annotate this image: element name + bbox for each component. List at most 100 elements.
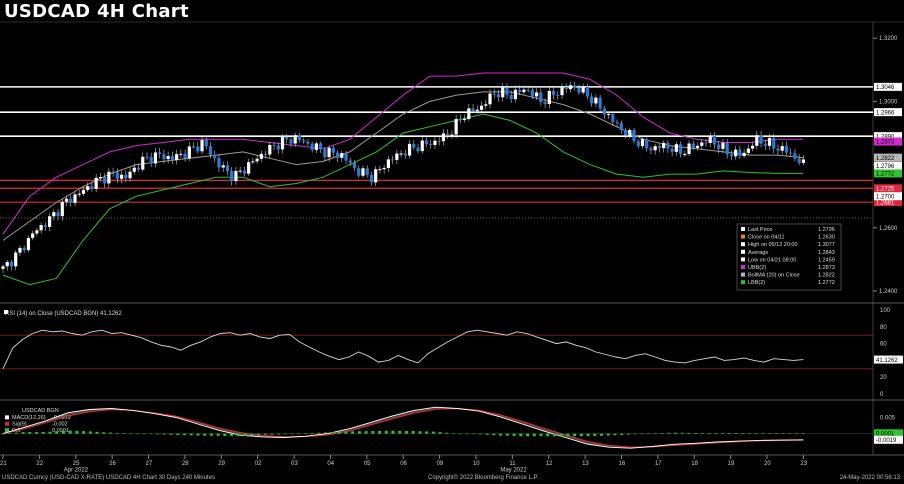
price-tick-label: 1.2400	[879, 289, 898, 295]
macd-histogram-bar	[600, 433, 604, 436]
macd-legend-swatch	[5, 421, 9, 426]
last-value-tag-label: 1.2822	[876, 156, 895, 162]
candle-body	[208, 146, 213, 155]
candle-body	[14, 252, 18, 267]
candle-body	[183, 153, 187, 159]
candle-body	[632, 129, 636, 142]
macd-histogram-bar	[653, 433, 657, 434]
legend-label: Low on 04/21 08:00	[748, 257, 796, 263]
macd-histogram-bar	[552, 433, 556, 437]
macd-histogram-bar	[344, 431, 348, 434]
macd-histogram-bar	[700, 433, 704, 434]
candle-body	[547, 90, 551, 105]
candle-body	[162, 154, 166, 160]
candle-body	[340, 153, 344, 158]
x-tick-label: 19	[728, 461, 735, 467]
macd-histogram-bar	[465, 433, 469, 435]
legend-label: LBB(2)	[748, 280, 765, 286]
macd-histogram-bar	[539, 433, 543, 437]
level-tag-box	[874, 198, 902, 207]
candle-body	[772, 138, 776, 149]
macd-histogram-bar	[492, 433, 496, 436]
candle-body	[551, 90, 556, 95]
candle-body	[94, 177, 98, 189]
level-tag-label: 1.2890	[876, 134, 895, 140]
candle-body	[721, 142, 725, 149]
macd-histogram-bar	[613, 433, 617, 436]
candle-body	[543, 102, 547, 105]
candle-body	[314, 143, 318, 150]
footer-security: USDCAD Curncy (USD-CAD X-RATE) USDCAD 4H…	[2, 475, 215, 481]
macd-histogram-bar	[620, 433, 624, 435]
macd-histogram-bar	[391, 430, 395, 434]
candle-body	[327, 147, 331, 158]
rsi-legend-swatch	[4, 310, 8, 314]
last-value-tag-label: 1.2796	[876, 164, 895, 170]
macd-histogram-bar	[55, 431, 59, 434]
legend-value: 1.2772	[818, 280, 835, 286]
macd-histogram-bar	[189, 433, 193, 436]
candle-body	[450, 134, 454, 136]
x-tick-label: 10	[473, 461, 480, 467]
candle-body	[513, 89, 518, 100]
legend-label: Close on 04/11	[748, 235, 785, 241]
candle-body	[784, 146, 789, 153]
candle-body	[187, 146, 191, 159]
candle-body	[598, 97, 602, 109]
candle-body	[382, 167, 386, 170]
candle-body	[619, 122, 623, 131]
footer-copyright: Copyright© 2022 Bloomberg Finance L.P.	[428, 475, 539, 481]
candle-body	[640, 139, 645, 147]
candle-body	[729, 154, 734, 157]
macd-histogram-bar	[142, 433, 146, 435]
candle-body	[501, 87, 505, 98]
candle-body	[585, 86, 590, 97]
macd-legend-label: MACD(12,26)	[12, 415, 46, 421]
candle-body	[797, 158, 801, 163]
last-value-tag-label: 1.2700	[876, 194, 895, 200]
candle-body	[103, 177, 107, 184]
candle-body	[255, 158, 259, 162]
macd-histogram-bar	[109, 432, 113, 434]
macd-histogram-bar	[230, 433, 234, 437]
candle-body	[56, 212, 60, 217]
macd-histogram-bar	[1, 433, 5, 435]
series-upper_band	[2, 72, 804, 235]
candle-body	[590, 96, 594, 104]
legend-label: BollMA (20) on Close	[748, 273, 800, 279]
macd-histogram-bar	[425, 431, 429, 434]
level-tag-label: 1.3046	[876, 85, 895, 91]
macd-histogram-bar	[398, 430, 402, 434]
macd-histogram-bar	[203, 433, 207, 436]
candle-body	[475, 109, 479, 111]
candle-body	[310, 143, 314, 150]
macd-value-tag-label: -0.0019	[876, 438, 897, 444]
candle-body	[564, 87, 568, 90]
candle-body	[708, 135, 712, 143]
macd-histogram-bar	[122, 433, 126, 434]
candle-body	[683, 153, 687, 155]
macd-histogram-bar	[75, 430, 79, 434]
candle-body	[429, 143, 433, 145]
candle-body	[687, 143, 691, 154]
candle-body	[47, 216, 52, 227]
candle-body	[268, 144, 272, 155]
candle-body	[297, 135, 302, 141]
candle-body	[568, 85, 573, 90]
legend-value: 1.2459	[818, 257, 835, 263]
x-tick-label: 03	[291, 461, 298, 467]
candle-body	[378, 169, 382, 171]
macd-histogram-bar	[277, 433, 281, 435]
x-tick-label: 23	[800, 461, 807, 467]
legend-value: 1.2873	[818, 265, 835, 271]
candle-body	[539, 92, 543, 103]
candle-body	[280, 136, 285, 150]
macd-histogram-bar	[48, 431, 52, 434]
macd-histogram-bar	[445, 432, 449, 434]
macd-histogram-bar	[774, 433, 778, 434]
candle-body	[276, 145, 280, 150]
candle-body	[391, 159, 395, 161]
macd-value-tag-box	[874, 435, 903, 444]
x-tick-label: 11	[509, 461, 516, 467]
candle-body	[43, 225, 47, 227]
